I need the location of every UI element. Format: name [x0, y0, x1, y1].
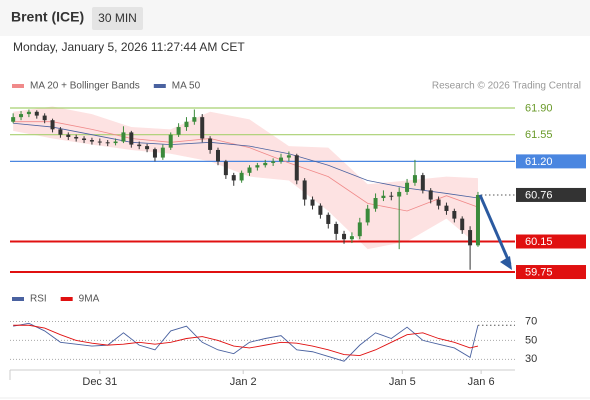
copyright: Research © 2026 Trading Central	[432, 81, 581, 92]
candle-body	[58, 129, 63, 135]
candle-body	[145, 146, 150, 150]
candle-body	[255, 165, 260, 168]
candle-body	[397, 191, 402, 197]
level-box	[516, 154, 586, 169]
legend-swatch	[153, 84, 166, 88]
x-tick-label: Jan 5	[389, 376, 416, 388]
candle-body	[247, 167, 252, 173]
level-box	[516, 265, 586, 280]
legend-label: 9MA	[79, 294, 100, 305]
candle-body	[263, 162, 268, 166]
level-box	[516, 187, 586, 202]
candle-body	[50, 120, 55, 130]
legend-label: MA 50	[172, 81, 201, 92]
candle-body	[326, 214, 331, 224]
candle-body	[302, 180, 307, 200]
candle-body	[200, 117, 205, 139]
candle-body	[475, 194, 480, 246]
candle-body	[34, 111, 39, 116]
x-tick-label: Jan 6	[468, 376, 495, 388]
candle-body	[137, 144, 142, 147]
legend-label: RSI	[30, 294, 47, 305]
candle-body	[405, 182, 410, 192]
candle-body	[452, 210, 457, 219]
level-label: 61.55	[525, 129, 553, 141]
candle-body	[168, 134, 173, 148]
level-label: 60.15	[525, 236, 553, 248]
candle-body	[334, 223, 339, 234]
timeframe: 30 MIN	[98, 11, 137, 25]
candle-body	[223, 161, 228, 176]
candle-body	[208, 138, 213, 150]
candle-body	[373, 198, 378, 209]
forecast-arrowhead	[500, 256, 512, 271]
candle-body	[184, 121, 189, 128]
legend-label: MA 20 + Bollinger Bands	[30, 81, 140, 92]
candle-body	[97, 141, 102, 143]
candle-body	[357, 222, 362, 237]
candle-body	[82, 138, 87, 141]
candle-body	[428, 190, 433, 200]
candle-body	[468, 230, 473, 246]
candle-body	[215, 149, 220, 162]
candle-body	[310, 199, 315, 206]
ma-line	[13, 121, 479, 212]
candle-body	[381, 195, 386, 199]
candle-body	[129, 132, 134, 145]
level-label: 60.76	[525, 189, 553, 201]
y-tick-label: 70	[525, 315, 537, 327]
candle-body	[420, 175, 425, 191]
candle-body	[42, 115, 47, 121]
header-bar	[0, 0, 590, 36]
candle-body	[160, 147, 165, 158]
candle-body	[176, 127, 181, 135]
candle-body	[389, 195, 394, 197]
candle-body	[460, 218, 465, 231]
timeframe-button[interactable]	[92, 7, 143, 30]
forecast-arrow	[478, 194, 512, 265]
candle-body	[113, 141, 118, 144]
candle-body	[74, 136, 79, 139]
candle-body	[121, 132, 126, 142]
candle-body	[349, 236, 354, 240]
candle-body	[89, 140, 94, 142]
candle-body	[436, 199, 441, 206]
candle-body	[231, 175, 236, 181]
indicator-line	[13, 322, 479, 362]
candle-body	[66, 134, 71, 137]
candle-body	[271, 161, 276, 163]
legend-swatch	[12, 84, 24, 88]
candle-body	[26, 111, 31, 115]
candle-body	[152, 149, 157, 158]
candle-body	[294, 155, 299, 181]
x-tick-label: Dec 31	[82, 376, 117, 388]
candle-body	[342, 233, 347, 240]
level-label: 61.90	[525, 102, 553, 114]
legend-swatch	[60, 297, 73, 301]
candle-body	[239, 172, 244, 181]
level-label: 61.20	[525, 156, 553, 168]
y-tick-label: 30	[525, 353, 537, 365]
x-tick-label: Jan 2	[230, 376, 257, 388]
level-box	[516, 234, 586, 249]
candle-body	[412, 175, 417, 183]
candle-body	[105, 142, 110, 144]
candle-body	[19, 114, 24, 118]
candle-body	[11, 117, 16, 122]
timestamp: Monday, January 5, 2026 11:27:44 AM CET	[13, 40, 245, 54]
candle-body	[444, 205, 449, 211]
candle-body	[286, 155, 291, 158]
indicator-line	[13, 324, 479, 356]
candle-body	[279, 157, 284, 162]
legend-swatch	[12, 297, 24, 301]
level-label: 59.75	[525, 266, 553, 278]
candle-body	[318, 205, 323, 215]
candle-body	[365, 208, 370, 223]
y-tick-label: 50	[525, 334, 537, 346]
symbol: Brent (ICE)	[11, 9, 84, 25]
candle-body	[192, 117, 197, 122]
